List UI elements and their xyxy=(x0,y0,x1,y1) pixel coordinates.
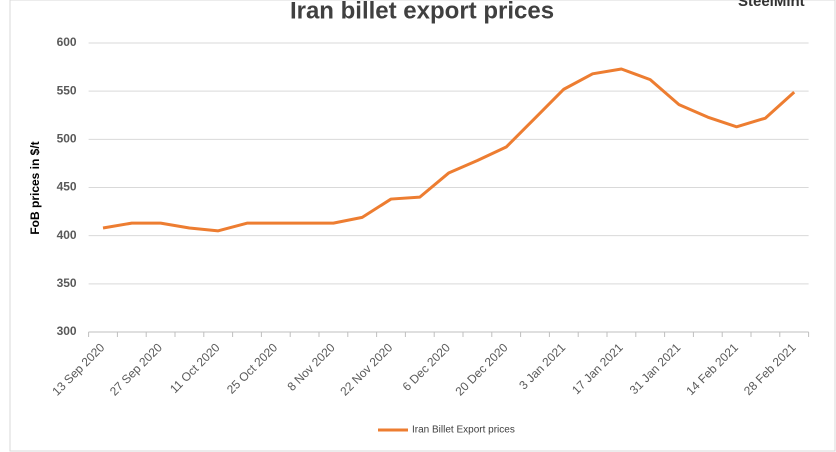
y-tick-label: 450 xyxy=(57,180,77,194)
y-tick-label: 300 xyxy=(57,324,77,338)
y-tick-label: 350 xyxy=(57,276,77,290)
x-tick-label: 28 Feb 2021 xyxy=(741,340,799,398)
x-tick-label: 13 Sep 2020 xyxy=(49,340,107,398)
y-tick-label: 550 xyxy=(57,83,77,97)
chart-border xyxy=(9,0,836,452)
x-tick-label: 6 Dec 2020 xyxy=(400,340,454,394)
legend-label: Iran Billet Export prices xyxy=(412,425,515,436)
x-tick-label: 20 Dec 2020 xyxy=(453,340,511,398)
data-line xyxy=(102,67,796,233)
x-tick-label: 27 Sep 2020 xyxy=(107,340,165,398)
y-tick-label: 600 xyxy=(57,35,77,49)
y-tick-label: 400 xyxy=(57,228,77,242)
y-axis-label: FoB prices in $/t xyxy=(28,141,42,234)
y-tick-label: 500 xyxy=(57,132,77,146)
chart-title: Iran billet export prices xyxy=(290,0,554,24)
x-tick-label: 17 Jan 2021 xyxy=(569,340,626,397)
x-tick-label: 31 Jan 2021 xyxy=(627,340,684,397)
x-tick-label: 22 Nov 2020 xyxy=(337,340,395,398)
x-tick-label: 8 Nov 2020 xyxy=(284,340,338,394)
x-tick-label: 3 Jan 2021 xyxy=(516,340,568,392)
x-tick-label: 14 Feb 2021 xyxy=(683,340,741,398)
x-tick-label: 25 Oct 2020 xyxy=(224,340,280,396)
x-tick-label: 11 Oct 2020 xyxy=(167,340,223,396)
brand: SteelMint xyxy=(738,0,805,10)
